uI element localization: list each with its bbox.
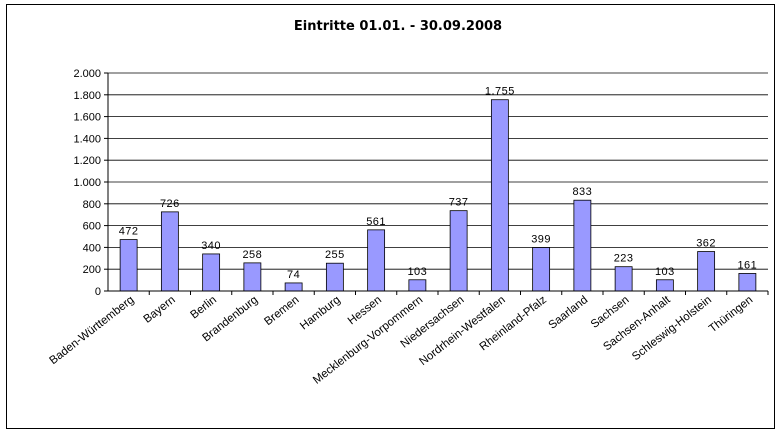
- data-label: 399: [531, 234, 551, 246]
- bar: [367, 229, 386, 292]
- data-label: 103: [407, 266, 427, 278]
- data-label: 362: [696, 238, 716, 250]
- data-label: 561: [366, 216, 386, 228]
- chart-title: Eintritte 01.01. - 30.09.2008: [294, 19, 502, 34]
- bar: [490, 99, 509, 292]
- y-tick-label: 200: [83, 264, 101, 276]
- data-label: 472: [119, 226, 139, 238]
- bar: [738, 273, 757, 292]
- data-label: 255: [325, 249, 345, 261]
- y-tick-label: 1.000: [73, 177, 101, 189]
- data-label: 161: [737, 259, 757, 271]
- chart-border: [6, 4, 775, 429]
- data-labels: 472 726 340 258 74 255 561 103 737 1.755 399 833 223…: [119, 86, 757, 281]
- y-tick-label: 800: [83, 199, 101, 211]
- bar: [614, 266, 633, 292]
- bar: [325, 262, 344, 292]
- bar: [202, 253, 221, 292]
- y-tick-label: 400: [83, 242, 101, 254]
- data-label: 833: [572, 186, 592, 198]
- bar: [532, 247, 551, 292]
- data-label: 1.755: [485, 86, 515, 98]
- bar: [284, 282, 303, 292]
- y-tick-label: 1.200: [73, 155, 101, 167]
- data-label: 223: [614, 253, 634, 265]
- axes: [104, 72, 769, 295]
- data-label: 103: [655, 266, 675, 278]
- bar: [655, 279, 674, 292]
- bar: [573, 199, 592, 292]
- bar: [697, 251, 716, 292]
- bar: [243, 262, 262, 292]
- gridlines: [108, 72, 768, 270]
- bar: [449, 210, 468, 292]
- data-label: 258: [242, 249, 262, 261]
- data-label: 737: [449, 197, 469, 209]
- bars: [119, 99, 757, 292]
- bar: [160, 211, 179, 292]
- data-label: 726: [160, 198, 180, 210]
- y-tick-label: 1.800: [73, 90, 101, 102]
- data-label: 74: [287, 269, 300, 281]
- bar: [119, 239, 138, 292]
- y-tick-label: 2.000: [73, 68, 101, 80]
- y-tick-label: 1.400: [73, 133, 101, 145]
- bar: [408, 279, 427, 292]
- y-tick-label: 0: [95, 286, 101, 298]
- y-axis-ticks: 0 200 400 600 800 1.000 1.200 1.400 1.600 1.800 2.…: [73, 68, 101, 298]
- y-tick-label: 600: [83, 221, 101, 233]
- y-tick-label: 1.600: [73, 112, 101, 124]
- data-label: 340: [201, 240, 221, 252]
